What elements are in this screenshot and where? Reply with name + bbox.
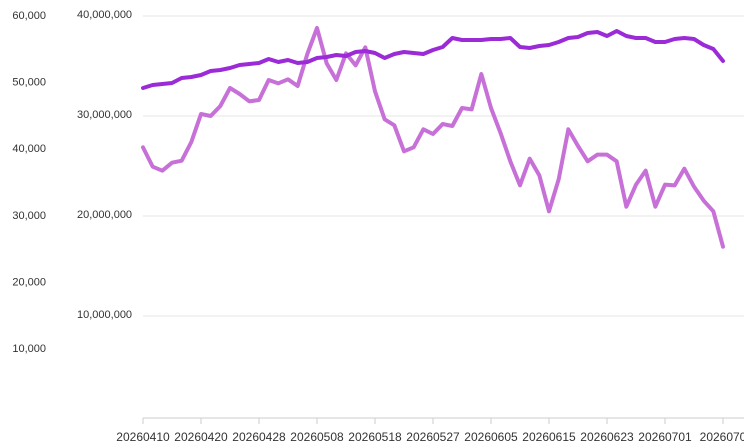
series-line — [141, 29, 725, 90]
x-tick-label: 20260605 — [464, 430, 518, 444]
x-tick-label: 20260508 — [290, 430, 344, 444]
y-tick-label: 60,000 — [12, 10, 46, 22]
y-tick-label: 20,000 — [12, 277, 46, 289]
series-line — [141, 26, 725, 249]
x-tick-label: 20260623 — [580, 430, 634, 444]
y2-tick-label: 30,000,000 — [77, 109, 132, 121]
x-tick-label: 2026070 — [700, 430, 744, 444]
x-tick-label: 20260428 — [232, 430, 286, 444]
x-tick-label: 20260615 — [522, 430, 576, 444]
x-tick-label: 20260420 — [174, 430, 228, 444]
x-tick-label: 20260527 — [406, 430, 460, 444]
x-tick-label: 20260410 — [116, 430, 170, 444]
y2-tick-label: 10,000,000 — [77, 309, 132, 321]
y-tick-label: 50,000 — [12, 77, 46, 89]
y2-tick-label: 40,000,000 — [77, 9, 132, 21]
y-tick-label: 30,000 — [12, 210, 46, 222]
x-tick-label: 20260518 — [348, 430, 402, 444]
y2-tick-label: 20,000,000 — [77, 209, 132, 221]
y-tick-label: 10,000 — [12, 343, 46, 355]
y-tick-label: 40,000 — [12, 143, 46, 155]
x-tick-label: 20260701 — [638, 430, 692, 444]
